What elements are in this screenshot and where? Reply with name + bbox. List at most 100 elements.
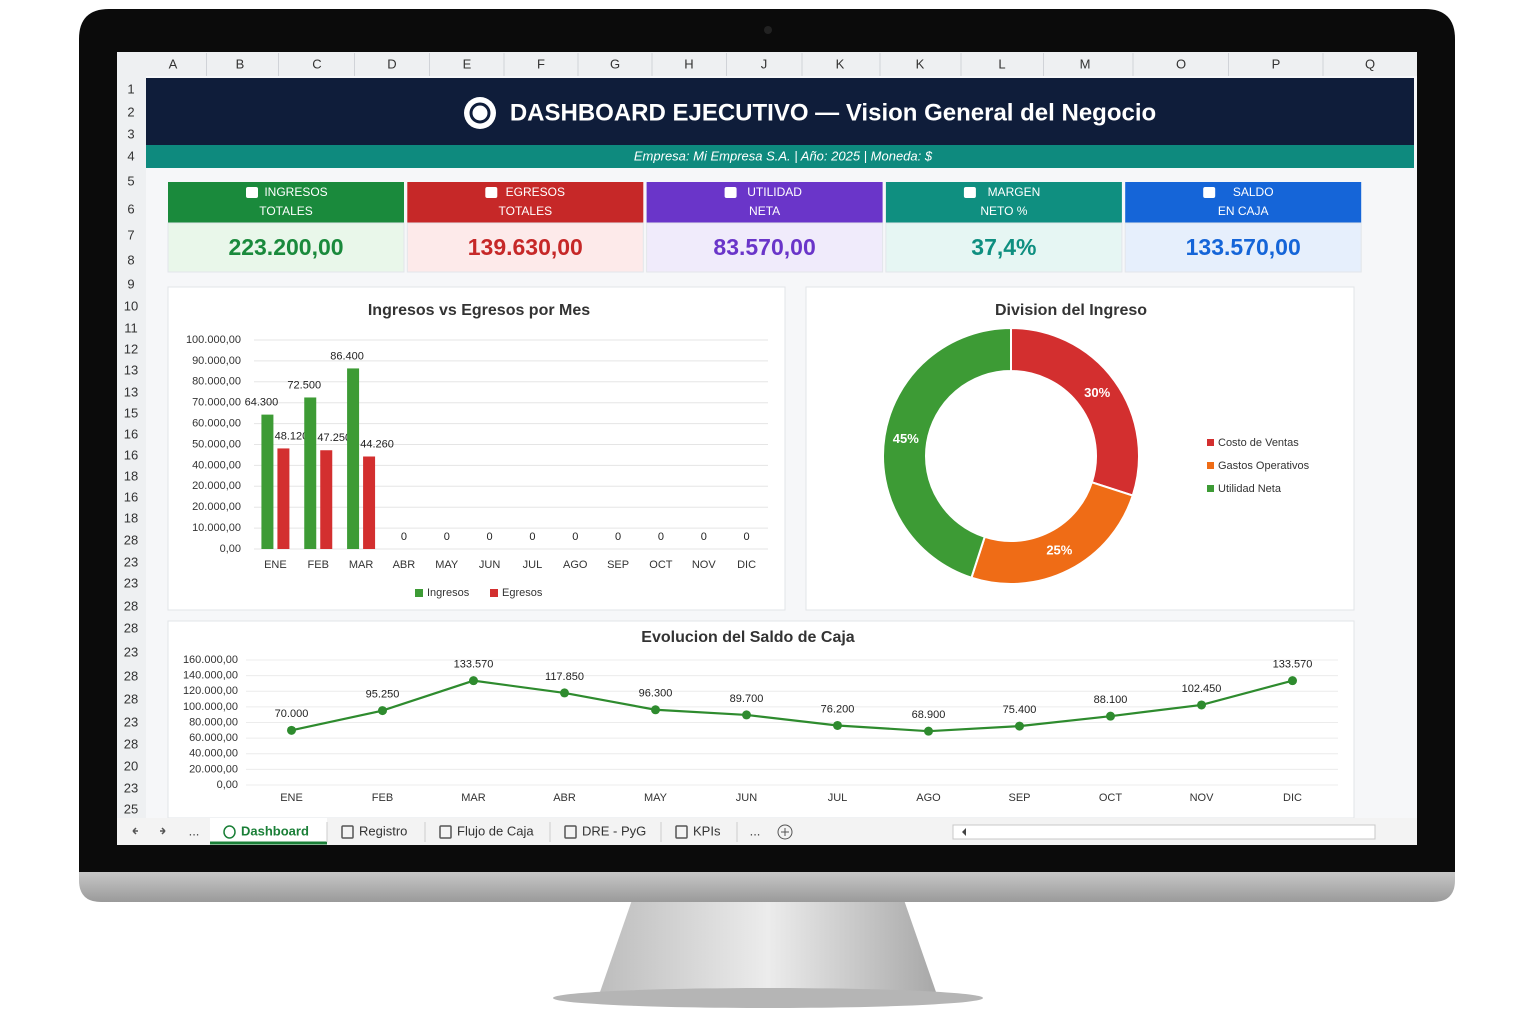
- bar: [347, 368, 360, 549]
- data-label: 47.250: [317, 432, 351, 444]
- y-tick-label: 50.000,00: [192, 438, 241, 450]
- x-tick-label: JUN: [479, 559, 500, 571]
- data-label: 133.570: [1273, 659, 1313, 671]
- data-label: 64.300: [245, 397, 279, 409]
- kpi-label: TOTALES: [499, 204, 553, 218]
- stand-base: [553, 988, 983, 1008]
- row-header: 1: [127, 81, 134, 96]
- add-sheet-plus: [781, 828, 789, 836]
- kpi-icon: [485, 187, 498, 198]
- active-tab: [210, 818, 327, 844]
- x-tick-label: MAR: [461, 792, 486, 804]
- sheet-tab[interactable]: Dashboard: [241, 823, 309, 838]
- sheet-tab[interactable]: KPIs: [693, 823, 721, 838]
- kpi-value: 139.630,00: [468, 234, 583, 260]
- scrollbar[interactable]: [952, 824, 1376, 840]
- line-series: [291, 679, 1293, 733]
- row-header: 10: [124, 298, 138, 313]
- chart-title: Evolucion del Saldo de Caja: [641, 629, 854, 646]
- x-tick-label: ABR: [393, 559, 416, 571]
- column-header: K: [916, 56, 925, 71]
- row-header: 23: [124, 714, 138, 729]
- chart-title: Division del Ingreso: [995, 302, 1147, 319]
- kpi-label: SALDO: [1233, 185, 1274, 199]
- y-tick-label: 20.000,00: [189, 763, 238, 775]
- column-header: G: [610, 56, 620, 71]
- x-tick-label: MAY: [644, 792, 668, 804]
- data-label: 72.500: [287, 379, 321, 391]
- nav-prev[interactable]: [132, 827, 138, 835]
- legend-swatch: [490, 589, 498, 597]
- bar: [320, 450, 333, 549]
- kpi-icon: [246, 187, 258, 198]
- y-tick-label: 90.000,00: [192, 355, 241, 367]
- row-header-bar: [117, 52, 146, 818]
- kpi-label: EGRESOS: [506, 185, 565, 199]
- title-band: [146, 78, 1414, 145]
- row-header: 9: [127, 276, 134, 291]
- row-header: 16: [124, 447, 138, 462]
- y-tick-label: 40.000,00: [192, 459, 241, 471]
- title-icon: [464, 97, 496, 129]
- kpi-card-body: [1124, 222, 1362, 273]
- kpi-value: 133.570,00: [1186, 234, 1301, 260]
- pie-slice: [1010, 326, 1140, 497]
- nav-next[interactable]: [160, 827, 166, 835]
- column-header: O: [1176, 56, 1186, 71]
- add-sheet[interactable]: [777, 824, 793, 840]
- column-header: H: [684, 56, 693, 71]
- tab-icon: [223, 825, 236, 839]
- camera: [764, 26, 772, 34]
- x-tick-label: SEP: [607, 559, 629, 571]
- legend-label: Costo de Ventas: [1218, 437, 1299, 449]
- column-header: P: [1272, 56, 1281, 71]
- row-header: 28: [124, 532, 138, 547]
- x-tick-label: NOV: [692, 559, 717, 571]
- legend-label: Utilidad Neta: [1218, 483, 1282, 495]
- kpi-card-body: [406, 222, 644, 273]
- tab-icon: [341, 825, 354, 839]
- y-tick-label: 20.000,00: [192, 501, 241, 513]
- x-tick-label: ENE: [264, 559, 287, 571]
- sheet-tab[interactable]: Flujo de Caja: [457, 823, 534, 838]
- x-tick-label: AGO: [916, 792, 941, 804]
- data-label: 95.250: [366, 688, 400, 700]
- data-label: 96.300: [639, 688, 673, 700]
- line-point: [1288, 676, 1297, 686]
- y-tick-label: 140.000,00: [183, 670, 238, 682]
- kpi-value: 83.570,00: [713, 234, 815, 260]
- data-label: 117.850: [545, 671, 584, 683]
- row-header: 20: [124, 758, 138, 773]
- sheet-tab[interactable]: Registro: [359, 823, 407, 838]
- data-label: 0: [444, 531, 450, 543]
- x-tick-label: ENE: [280, 792, 303, 804]
- y-tick-label: 60.000,00: [189, 732, 238, 744]
- column-header: L: [998, 56, 1005, 71]
- bar: [261, 414, 274, 549]
- scroll-left[interactable]: [962, 828, 966, 836]
- x-tick-label: JUL: [523, 559, 543, 571]
- kpi-card-header: [407, 182, 644, 223]
- line-point: [742, 710, 751, 720]
- row-header: 12: [124, 341, 138, 356]
- subtitle-band: [146, 145, 1414, 168]
- kpi-value: 37,4%: [971, 234, 1036, 260]
- data-label: 75.400: [1003, 704, 1037, 716]
- column-header: M: [1080, 56, 1091, 71]
- x-tick-label: DIC: [1283, 792, 1302, 804]
- kpi-icon: [963, 187, 976, 198]
- x-tick-label: SEP: [1008, 792, 1030, 804]
- nav-more[interactable]: ...: [189, 823, 200, 838]
- dashboard-title: DASHBOARD EJECUTIVO — Vision General del…: [510, 99, 1156, 126]
- tabs-more[interactable]: ...: [750, 823, 761, 838]
- y-tick-label: 40.000,00: [189, 748, 238, 760]
- row-header: 28: [124, 736, 138, 751]
- row-header: 13: [124, 362, 138, 377]
- sheet-tab[interactable]: DRE - PyG: [582, 823, 646, 838]
- kpi-card-header: [885, 182, 1122, 223]
- row-header: 7: [127, 227, 134, 242]
- line-point: [833, 720, 842, 730]
- column-header: E: [463, 56, 472, 71]
- line-point: [378, 706, 387, 716]
- legend-swatch: [1207, 439, 1214, 446]
